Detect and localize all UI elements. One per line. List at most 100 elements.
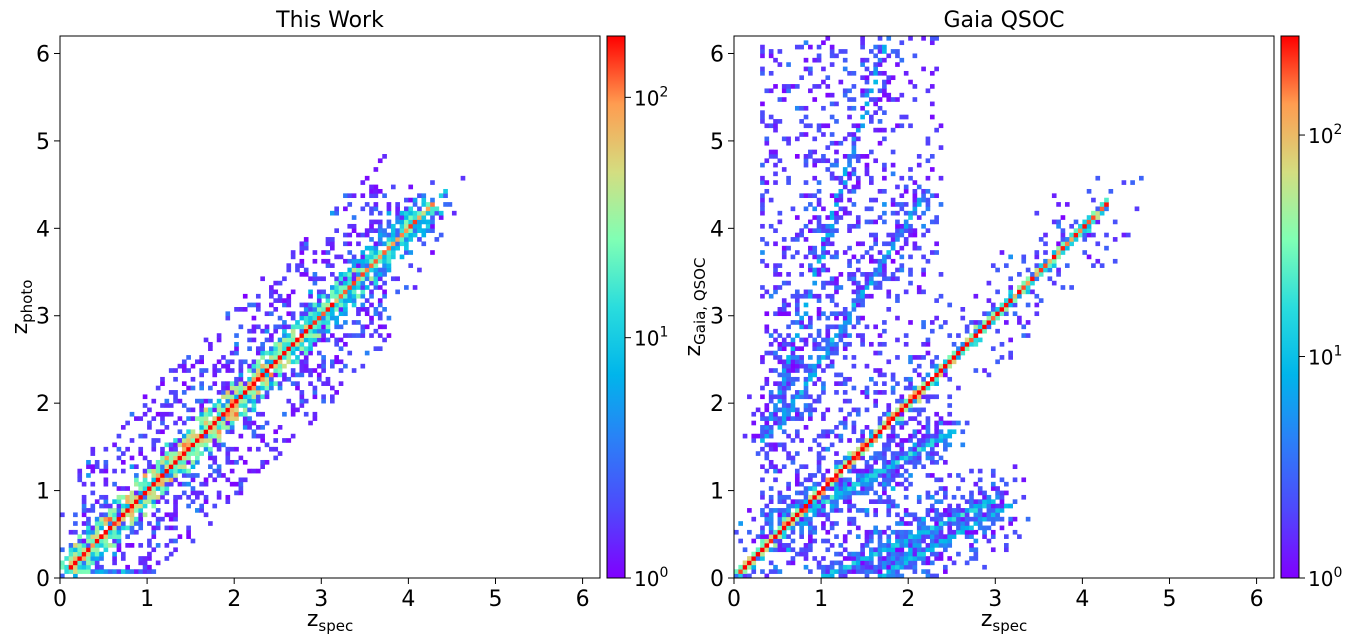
heatmap-cell xyxy=(777,341,783,347)
heatmap-cell xyxy=(390,245,396,251)
heatmap-cell xyxy=(821,433,826,439)
heatmap-cell xyxy=(260,363,265,369)
heatmap-cell xyxy=(925,385,931,391)
heatmap-cell xyxy=(116,446,122,452)
heatmap-cell xyxy=(751,569,757,574)
heatmap-cell xyxy=(947,429,953,435)
heatmap-cell xyxy=(760,197,765,203)
heatmap-cell xyxy=(773,446,778,452)
heatmap-cell xyxy=(360,254,366,260)
heatmap-cell xyxy=(903,438,909,443)
heatmap-cell xyxy=(112,538,117,544)
heatmap-cell xyxy=(142,560,148,566)
heatmap-cell xyxy=(786,525,791,531)
heatmap-cell xyxy=(925,398,931,404)
heatmap-cell xyxy=(890,258,896,264)
heatmap-cell xyxy=(847,311,852,317)
heatmap-cell xyxy=(834,101,839,107)
heatmap-cell xyxy=(116,521,122,526)
heatmap-cell xyxy=(860,315,865,321)
heatmap-cell xyxy=(995,490,1000,496)
heatmap-cell xyxy=(764,158,770,164)
heatmap-cell xyxy=(812,368,818,373)
heatmap-cell xyxy=(764,468,770,474)
heatmap-cell xyxy=(890,372,896,378)
heatmap-cell xyxy=(168,446,174,452)
heatmap-cell xyxy=(781,529,787,535)
heatmap-cell xyxy=(908,272,913,277)
heatmap-cell xyxy=(299,258,305,264)
heatmap-cell xyxy=(773,416,778,421)
heatmap-cell xyxy=(934,381,939,386)
heatmap-cell xyxy=(786,355,791,360)
heatmap-cell xyxy=(842,180,848,185)
heatmap-cell xyxy=(390,241,396,247)
heatmap-cell xyxy=(929,525,935,531)
heatmap-cell xyxy=(112,516,117,522)
heatmap-cell xyxy=(173,468,178,474)
heatmap-cell xyxy=(64,569,69,574)
heatmap-cell xyxy=(786,280,791,286)
heatmap-cell xyxy=(851,464,857,470)
heatmap-cell xyxy=(829,481,835,487)
heatmap-cell xyxy=(1095,210,1101,216)
heatmap-cell xyxy=(369,219,374,225)
heatmap-cell xyxy=(147,521,152,526)
heatmap-cell xyxy=(821,508,826,513)
heatmap-cell xyxy=(925,350,931,356)
heatmap-cell xyxy=(112,525,117,531)
heatmap-cell xyxy=(908,320,913,325)
heatmap-cell xyxy=(855,123,861,129)
heatmap-cell xyxy=(208,420,213,426)
heatmap-cell xyxy=(330,245,335,251)
heatmap-cell xyxy=(842,390,848,395)
y-tick-label: 6 xyxy=(36,42,50,67)
heatmap-cell xyxy=(847,258,852,264)
heatmap-cell xyxy=(977,328,983,334)
heatmap-cell xyxy=(768,390,774,395)
heatmap-cell xyxy=(943,564,948,570)
heatmap-cell xyxy=(269,337,274,343)
heatmap-cell xyxy=(842,66,848,72)
heatmap-cell xyxy=(225,451,231,456)
heatmap-cell xyxy=(842,569,848,574)
heatmap-cell xyxy=(760,556,765,561)
heatmap-cell xyxy=(921,538,926,544)
heatmap-cell xyxy=(312,341,318,347)
heatmap-cell xyxy=(208,398,213,404)
heatmap-cell xyxy=(794,490,800,496)
heatmap-cell xyxy=(173,464,178,470)
heatmap-cell xyxy=(864,560,870,566)
heatmap-cell xyxy=(934,66,939,72)
heatmap-cell xyxy=(147,464,152,470)
heatmap-cell xyxy=(68,551,74,557)
heatmap-cell xyxy=(120,508,126,513)
heatmap-cell xyxy=(269,385,274,391)
heatmap-cell xyxy=(238,390,244,395)
heatmap-cell xyxy=(816,433,822,439)
heatmap-cell xyxy=(956,333,961,338)
heatmap-cell xyxy=(860,569,865,574)
heatmap-cell xyxy=(216,411,222,417)
heatmap-cell xyxy=(1056,223,1061,229)
heatmap-cell xyxy=(247,446,252,452)
y-axis-label: zGaia, QSOC xyxy=(681,258,709,357)
heatmap-cell xyxy=(851,363,857,369)
heatmap-cell xyxy=(225,381,231,386)
heatmap-cell xyxy=(112,560,117,566)
heatmap-cell xyxy=(912,206,918,212)
heatmap-cell xyxy=(129,516,135,522)
heatmap-cell xyxy=(938,486,944,491)
heatmap-cell xyxy=(877,551,883,557)
heatmap-cell xyxy=(934,315,939,321)
heatmap-cell xyxy=(269,376,274,382)
heatmap-cell xyxy=(864,219,870,225)
heatmap-cell xyxy=(851,468,857,474)
heatmap-cell xyxy=(803,57,809,63)
heatmap-cell xyxy=(977,512,983,518)
heatmap-cell xyxy=(851,145,857,150)
heatmap-cell xyxy=(1008,521,1013,526)
heatmap-cell xyxy=(790,237,796,242)
heatmap-cell xyxy=(277,372,283,378)
heatmap-cell xyxy=(847,272,852,277)
